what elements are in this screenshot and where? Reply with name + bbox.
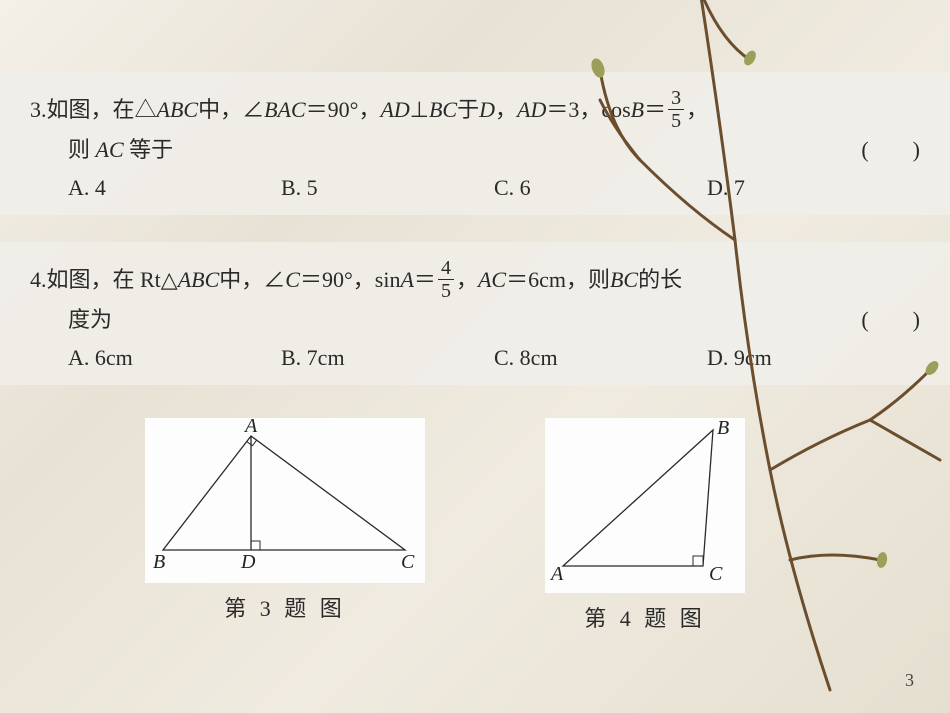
figure-q4-caption: 第 4 题 图 — [545, 601, 745, 633]
svg-text:B: B — [717, 418, 729, 439]
q3-option-c: C. 6 — [494, 175, 707, 201]
q4-answer-blank: ( ) — [861, 301, 920, 339]
q3-stem-line1: 3. 如图，在△ ABC 中，∠ BAC ＝90°， AD ⊥ BC 于 D ，… — [30, 88, 920, 131]
q3-option-b: B. 5 — [281, 175, 494, 201]
q3-stem-line2: 则 AC 等于 ( ) — [30, 131, 920, 169]
svg-text:C: C — [401, 551, 415, 573]
svg-text:D: D — [240, 551, 256, 573]
figure-q4-wrap: A B C 第 4 题 图 — [545, 418, 745, 633]
q4-stem-line2: 度为 ( ) — [30, 301, 920, 339]
question-3: 3. 如图，在△ ABC 中，∠ BAC ＝90°， AD ⊥ BC 于 D ，… — [0, 72, 950, 215]
figure-q4: A B C — [545, 418, 745, 593]
q4-fraction: 4 5 — [438, 258, 454, 301]
figure-q3-caption: 第 3 题 图 — [145, 591, 425, 623]
q3-fraction: 3 5 — [668, 88, 684, 131]
svg-text:B: B — [153, 551, 165, 573]
q3-option-a: A. 4 — [68, 175, 281, 201]
q3-answer-blank: ( ) — [861, 131, 920, 169]
q4-option-d: D. 9cm — [707, 345, 920, 371]
q3-option-d: D. 7 — [707, 175, 920, 201]
q3-number: 3. — [30, 91, 47, 129]
q4-option-a: A. 6cm — [68, 345, 281, 371]
svg-text:C: C — [709, 563, 723, 585]
q4-stem-line1: 4. 如图，在 Rt△ ABC 中，∠ C ＝90°，sin A ＝ 4 5 ，… — [30, 258, 920, 301]
figure-q3-wrap: A B C D 第 3 题 图 — [145, 418, 425, 623]
q3-options: A. 4 B. 5 C. 6 D. 7 — [30, 175, 920, 201]
page-number: 3 — [905, 670, 914, 691]
question-4: 4. 如图，在 Rt△ ABC 中，∠ C ＝90°，sin A ＝ 4 5 ，… — [0, 242, 950, 385]
svg-text:A: A — [243, 418, 258, 437]
svg-text:A: A — [549, 563, 564, 585]
q4-number: 4. — [30, 261, 47, 299]
q4-options: A. 6cm B. 7cm C. 8cm D. 9cm — [30, 345, 920, 371]
figure-q3: A B C D — [145, 418, 425, 583]
q4-option-b: B. 7cm — [281, 345, 494, 371]
q4-option-c: C. 8cm — [494, 345, 707, 371]
